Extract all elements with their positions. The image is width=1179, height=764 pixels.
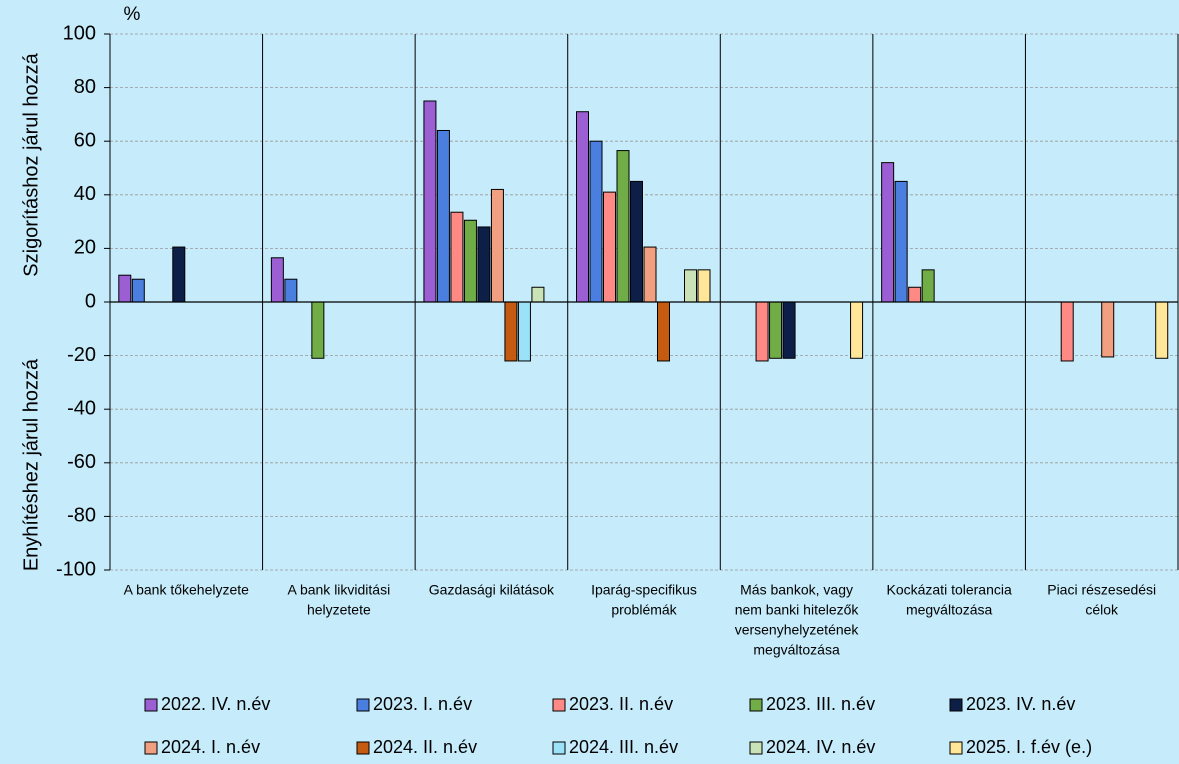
bar — [172, 246, 186, 303]
bar — [697, 269, 711, 303]
bar — [782, 301, 796, 359]
bar — [850, 301, 864, 359]
legend-swatch — [949, 698, 963, 712]
bar — [769, 301, 783, 359]
bar — [881, 162, 895, 303]
bar — [1101, 301, 1115, 358]
bar — [684, 269, 697, 303]
legend-label: 2025. I. f.év (e.) — [966, 737, 1092, 757]
legend-swatch — [356, 741, 370, 755]
legend-swatch — [552, 698, 566, 712]
y-tick-label: -40 — [67, 397, 96, 419]
x-tick-label: versenyhelyzetének — [735, 622, 860, 638]
bar — [1060, 301, 1074, 362]
x-tick-label: Piaci részesedési — [1047, 582, 1156, 598]
bar — [436, 129, 450, 303]
bar — [630, 180, 643, 303]
bar — [284, 278, 298, 303]
legend-label: 2023. IV. n.év — [966, 694, 1075, 714]
legend-swatch — [949, 741, 963, 755]
x-tick-label: megváltozása — [906, 602, 993, 618]
bar — [657, 301, 670, 362]
legend-label: 2023. I. n.év — [373, 694, 472, 714]
bar — [894, 180, 908, 303]
y-axis-title: Szigorításhoz járul hozzá — [20, 52, 42, 276]
bar — [423, 100, 437, 303]
y-tick-label: -60 — [67, 451, 96, 473]
bar — [504, 301, 518, 362]
y-tick-label: 80 — [74, 76, 96, 98]
y-tick-label: 40 — [74, 183, 96, 205]
bar — [908, 286, 922, 303]
legend-label: 2022. IV. n.év — [161, 694, 270, 714]
y-tick-label: 60 — [74, 129, 96, 151]
legend-swatch — [144, 741, 158, 755]
x-tick-label: A bank tőkehelyzete — [124, 582, 250, 598]
bar — [616, 150, 630, 303]
y-axis-title: Enyhítéshez járul hozzá — [20, 358, 42, 571]
bar — [517, 301, 531, 362]
x-tick-label: problémák — [611, 602, 677, 618]
y-tick-label: -100 — [56, 558, 96, 580]
bar — [270, 257, 284, 303]
bar — [118, 274, 132, 303]
x-tick-label: helyzetete — [307, 602, 371, 618]
x-tick-label: Gazdasági kilátások — [429, 582, 555, 598]
bar — [463, 219, 477, 303]
legend-label: 2024. II. n.év — [373, 737, 477, 757]
y-tick-label: 20 — [74, 237, 96, 259]
legend-swatch — [552, 741, 566, 755]
bar — [643, 246, 657, 303]
y-tick-label: -20 — [67, 344, 96, 366]
y-tick-label: 100 — [63, 22, 96, 44]
legend-swatch — [749, 698, 763, 712]
legend-label: 2023. II. n.év — [569, 694, 673, 714]
bar — [490, 188, 504, 303]
bar — [603, 191, 616, 303]
legend-label: 2023. III. n.év — [766, 694, 875, 714]
bar — [531, 286, 545, 303]
legend-label: 2024. IV. n.év — [766, 737, 875, 757]
y-tick-label: -80 — [67, 505, 96, 527]
x-tick-label: A bank likviditási — [287, 582, 390, 598]
bar — [311, 301, 325, 359]
x-tick-label: célok — [1085, 602, 1119, 618]
bar — [576, 111, 589, 303]
legend-swatch — [749, 741, 763, 755]
x-tick-label: nem banki hitelezők — [735, 602, 860, 618]
bar — [477, 226, 491, 303]
x-tick-label: Más bankok, vagy — [740, 582, 853, 598]
legend-label: 2024. III. n.év — [569, 737, 678, 757]
x-tick-label: Iparág-specifikus — [591, 582, 697, 598]
bar — [755, 301, 769, 362]
bar — [1155, 301, 1169, 359]
x-tick-label: megváltozása — [753, 642, 840, 658]
legend-swatch — [144, 698, 158, 712]
legend-swatch — [356, 698, 370, 712]
y-tick-label: 0 — [85, 290, 96, 312]
bar — [589, 140, 603, 303]
y-unit: % — [124, 4, 141, 25]
bar — [450, 211, 464, 303]
bar — [921, 269, 935, 303]
legend-label: 2024. I. n.év — [161, 737, 260, 757]
x-tick-label: Kockázati tolerancia — [886, 582, 1012, 598]
bar — [131, 278, 145, 303]
